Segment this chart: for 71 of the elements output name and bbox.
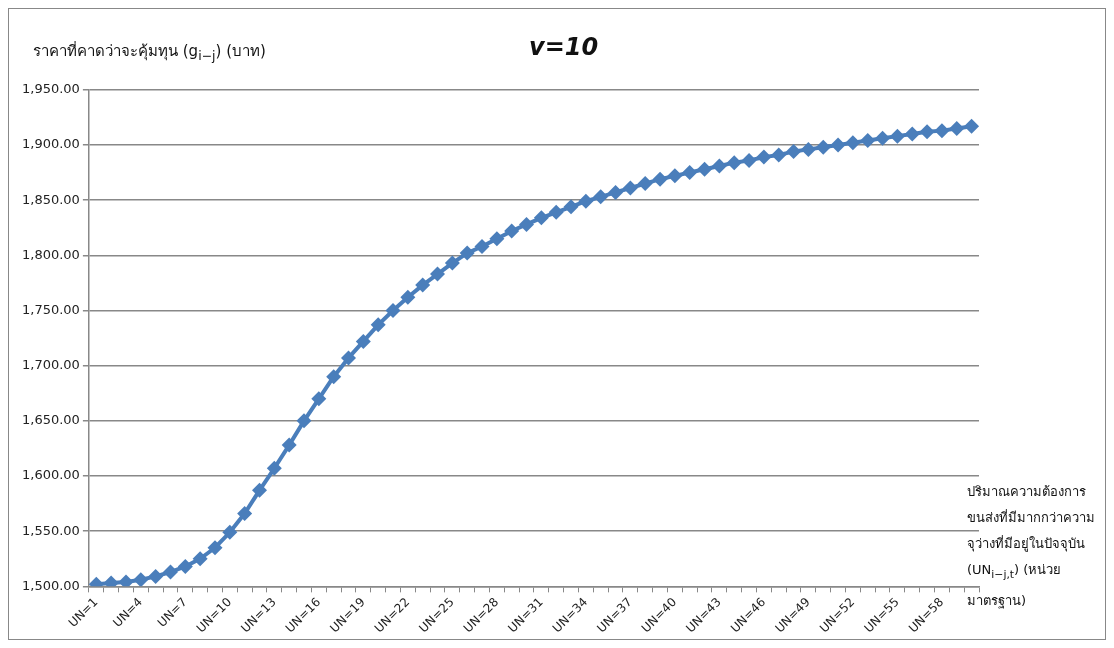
point [667,168,683,184]
point [964,118,980,134]
point [504,223,520,239]
point [311,391,327,407]
point [326,369,342,385]
y-tick-label: 1,700.00 [22,357,80,373]
point [533,210,549,226]
point [400,289,416,305]
point [949,120,965,136]
point [222,524,238,540]
y-tick-label: 1,750.00 [22,301,80,317]
point [252,482,267,498]
point [385,302,401,318]
point [148,568,164,584]
y-tick-label: 1,600.00 [22,467,80,483]
point [919,124,935,140]
point [563,199,579,215]
point [207,540,223,556]
point [118,574,134,587]
point [830,137,846,153]
point [296,413,312,429]
point [162,564,178,580]
y-tick-label: 1,850.00 [22,191,80,207]
y-tick-label: 1,650.00 [22,412,80,428]
y-axis-title: ราคาที่คาดว่าจะคุ้มทุน (g$_{i−j}$) (บาท) [33,40,266,63]
point [652,171,668,187]
chart-title: v=10 [529,33,599,61]
point [444,255,460,271]
point [489,231,505,247]
point [266,460,282,476]
point [697,161,713,177]
x-axis-title: ปริมาณความต้องการขนส่งที่มีมากกว่าความจุว่างที่มีอยู่ในปัจจุบัน (UN$_{i−j,t}$) (หน่วย มาตรฐาน) [967,483,1096,611]
point [548,204,564,220]
y-tick-label: 1,550.00 [22,522,80,538]
y-tick-label: 1,900.00 [22,136,80,152]
y-tick-label: 1,950.00 [22,81,80,97]
point [192,551,208,567]
point [370,317,386,333]
point [875,130,891,146]
point [622,180,638,196]
point [741,152,757,168]
point [415,277,431,293]
point [904,126,920,142]
point [237,506,253,522]
point [756,149,772,165]
point [889,128,905,144]
point [133,572,149,587]
point [341,350,357,366]
point [281,437,297,453]
y-tick-label: 1,800.00 [22,246,80,262]
point [860,133,876,149]
point [682,165,698,181]
point [177,558,193,574]
point [711,158,727,174]
point [845,135,861,151]
y-tick-label: 1,500.00 [22,577,80,593]
point [474,238,490,254]
point [800,141,816,157]
point [934,123,950,139]
point [726,155,742,171]
point [355,333,371,349]
point [593,189,609,205]
point [608,184,624,200]
point [430,266,446,282]
point [519,216,535,232]
point [578,193,594,209]
point [815,139,831,155]
point [771,147,787,163]
point [637,176,653,192]
point [459,245,475,261]
point [786,144,802,160]
